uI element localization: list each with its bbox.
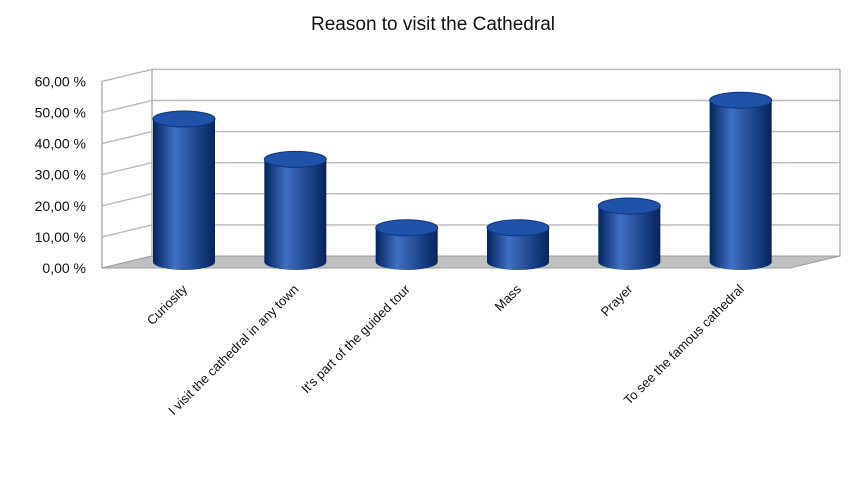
gridline (101, 99, 840, 114)
bar (486, 219, 550, 270)
y-tick-label: 40,00 % (35, 136, 86, 152)
bar-body (153, 118, 215, 270)
y-axis-ticks: 0,00 % 10,00 % 20,00 % 30,00 % 40,00 % 50,00 … (35, 73, 86, 276)
bar (597, 197, 661, 270)
bar-body (709, 100, 772, 270)
bar (152, 110, 216, 270)
y-tick-label: 10,00 % (35, 229, 86, 245)
bar (375, 219, 439, 270)
bar-top (375, 219, 439, 237)
category-label: Curiosity (144, 281, 191, 328)
y-tick-label: 30,00 % (35, 167, 86, 183)
y-tick-label: 0,00 % (42, 260, 86, 276)
category-label: I visit the cathedral in any town (165, 282, 301, 418)
gridline (101, 68, 840, 83)
bar (709, 91, 773, 270)
y-tick-label: 20,00 % (35, 198, 86, 214)
bar-top (263, 150, 327, 168)
category-label: To see the famous cathedral (621, 281, 747, 407)
gridline (101, 193, 840, 207)
y-tick-label: 60,00 % (35, 73, 86, 89)
bar-body (487, 227, 549, 270)
bar-body (264, 159, 327, 270)
bar-body (598, 206, 661, 270)
bar-top (486, 219, 550, 237)
category-label: Mass (492, 281, 525, 314)
category-label: Prayer (598, 281, 636, 319)
gridlines (101, 68, 840, 238)
bar-top (597, 197, 661, 215)
chart-title: Reason to visit the Cathedral (311, 14, 555, 35)
bar-top (709, 91, 773, 109)
bar-body (375, 227, 438, 270)
y-tick-label: 50,00 % (35, 105, 86, 121)
bars (152, 91, 773, 270)
category-label: It's part of the guided tour (298, 281, 413, 396)
gridline (101, 130, 840, 145)
bar (263, 150, 327, 270)
gridline (101, 161, 840, 176)
bar-top (152, 110, 216, 128)
